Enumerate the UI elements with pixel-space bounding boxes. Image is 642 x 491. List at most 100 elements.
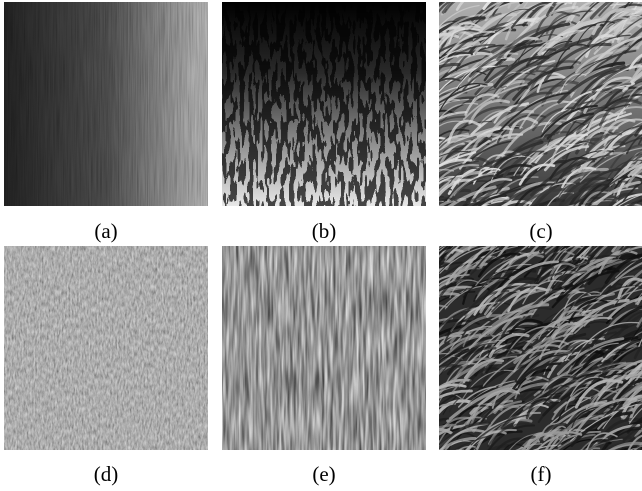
texture-streak bbox=[630, 177, 642, 193]
texture-streak bbox=[547, 20, 580, 44]
texture-streak bbox=[591, 8, 636, 36]
texture-streak bbox=[565, 111, 627, 146]
texture-panel-b bbox=[222, 2, 426, 206]
texture-streak bbox=[446, 26, 507, 61]
texture-streak bbox=[558, 416, 599, 441]
texture-streak bbox=[439, 363, 463, 371]
texture-streak bbox=[493, 103, 527, 124]
texture-streak bbox=[572, 246, 590, 261]
texture-streak bbox=[477, 194, 507, 206]
texture-streak bbox=[612, 338, 642, 361]
texture-streak bbox=[439, 160, 479, 178]
texture-streak bbox=[446, 168, 481, 188]
texture-streak bbox=[521, 159, 566, 186]
texture-streak bbox=[542, 265, 608, 302]
texture-streak bbox=[470, 415, 525, 446]
texture-streak bbox=[521, 431, 570, 450]
texture-streak bbox=[559, 158, 597, 180]
texture-streak bbox=[514, 6, 579, 43]
texture-streak bbox=[616, 17, 642, 38]
caption-c: (c) bbox=[529, 219, 553, 243]
texture-streak bbox=[569, 376, 604, 397]
texture-streak bbox=[626, 133, 642, 155]
texture-streak bbox=[439, 436, 477, 450]
texture-streak bbox=[482, 164, 533, 194]
texture-streak bbox=[439, 195, 444, 198]
texture-streak bbox=[619, 432, 642, 450]
texture-streak bbox=[466, 246, 491, 267]
texture-streak bbox=[439, 248, 464, 258]
panel-f-image bbox=[439, 246, 642, 450]
texture-streak bbox=[634, 427, 642, 438]
texture-streak bbox=[510, 84, 566, 117]
texture-streak bbox=[577, 126, 619, 150]
texture-streak bbox=[507, 2, 513, 9]
texture-streak bbox=[439, 394, 458, 400]
texture-streak bbox=[617, 277, 642, 300]
texture-streak bbox=[586, 432, 618, 450]
texture-streak bbox=[620, 182, 642, 206]
texture-streak bbox=[616, 19, 642, 44]
texture-streak bbox=[444, 2, 456, 14]
texture-streak bbox=[619, 125, 642, 146]
texture-streak bbox=[496, 246, 510, 259]
texture-streak bbox=[483, 291, 520, 314]
texture-streak bbox=[586, 246, 603, 265]
texture-streak bbox=[443, 30, 496, 61]
texture-streak bbox=[439, 116, 465, 124]
texture-streak bbox=[565, 140, 596, 161]
texture-streak bbox=[439, 274, 471, 286]
texture-streak bbox=[439, 98, 460, 106]
texture-streak bbox=[439, 158, 473, 168]
texture-streak bbox=[602, 125, 642, 153]
texture-streak bbox=[439, 62, 461, 69]
texture-streak bbox=[439, 347, 475, 362]
texture-streak bbox=[440, 246, 455, 259]
texture-streak bbox=[617, 194, 642, 206]
texture-streak bbox=[439, 304, 448, 308]
texture-streak bbox=[544, 246, 557, 255]
texture-streak bbox=[527, 246, 540, 258]
texture-streak bbox=[552, 360, 620, 399]
texture-streak bbox=[468, 314, 540, 355]
texture-streak bbox=[439, 128, 470, 138]
texture-streak bbox=[598, 17, 631, 37]
texture-streak bbox=[496, 246, 525, 269]
texture-streak bbox=[593, 137, 642, 167]
texture-streak bbox=[598, 106, 642, 133]
texture-streak bbox=[493, 55, 550, 89]
texture-streak bbox=[439, 416, 488, 444]
texture-streak bbox=[591, 60, 642, 94]
texture-streak bbox=[439, 139, 445, 142]
texture-streak bbox=[618, 311, 642, 335]
panel-c-image bbox=[439, 2, 642, 206]
texture-streak bbox=[608, 441, 642, 450]
texture-streak bbox=[475, 254, 532, 287]
texture-streak bbox=[615, 256, 642, 279]
texture-streak bbox=[550, 385, 620, 425]
texture-streak bbox=[602, 399, 642, 430]
texture-streak bbox=[512, 77, 565, 107]
texture-streak bbox=[628, 53, 642, 70]
texture-streak bbox=[633, 445, 642, 450]
texture-streak bbox=[439, 423, 457, 430]
texture-streak bbox=[557, 64, 626, 104]
texture-streak bbox=[523, 131, 574, 161]
texture-streak bbox=[522, 313, 587, 350]
texture-streak bbox=[439, 246, 490, 274]
texture-streak bbox=[512, 65, 574, 101]
texture-streak bbox=[439, 135, 477, 154]
texture-streak bbox=[573, 189, 609, 206]
texture-streak bbox=[556, 337, 625, 376]
caption-d: (d) bbox=[93, 462, 119, 486]
texture-streak bbox=[557, 246, 574, 261]
panel-b-image bbox=[222, 2, 426, 206]
texture-streak bbox=[480, 352, 521, 377]
texture-streak bbox=[568, 2, 609, 25]
texture-streak bbox=[462, 64, 509, 91]
texture-streak bbox=[578, 167, 621, 193]
texture-streak bbox=[544, 431, 583, 450]
texture-streak bbox=[623, 203, 642, 206]
texture-streak bbox=[439, 133, 488, 158]
texture-streak bbox=[439, 402, 457, 408]
